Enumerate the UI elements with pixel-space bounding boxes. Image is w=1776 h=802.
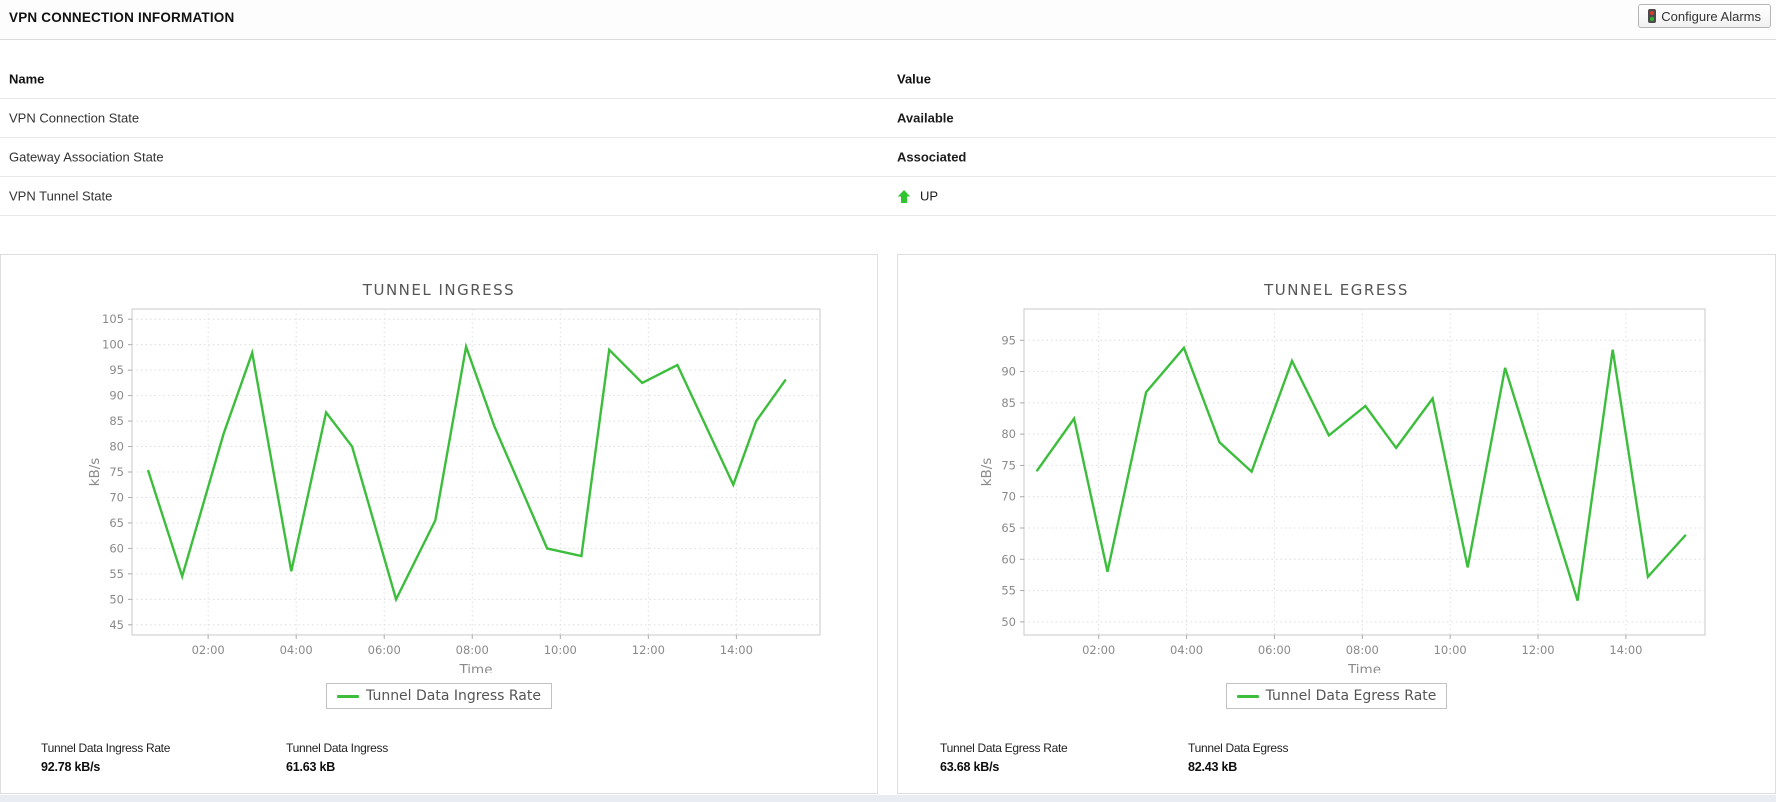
traffic-light-red-dot [1650,11,1655,15]
ingress-legend-swatch [337,694,360,698]
ingress-chart-canvas: 45 50 55 60 65 70 75 80 85 90 95 100 105 02:00 04:00 06… [87,308,821,673]
ingress-legend: Tunnel Data Ingress Rate [1,683,877,709]
svg-text:kB/s: kB/s [979,458,995,487]
svg-text:100: 100 [102,338,124,352]
svg-text:10:00: 10:00 [544,643,577,657]
table-row-gateway-association: Gateway Association State Associated [0,138,1776,177]
stat-ingress-rate: Tunnel Data Ingress Rate 92.78 kB/s [41,741,170,774]
traffic-light-icon [1648,9,1657,23]
tunnel-state-value: UP [897,189,938,204]
stat-label: Tunnel Data Egress Rate [940,741,1068,755]
svg-text:105: 105 [102,312,124,326]
svg-text:55: 55 [109,567,124,581]
row-name: Gateway Association State [9,149,164,165]
svg-text:60: 60 [109,541,124,555]
egress-chart-title: TUNNEL EGRESS [1264,281,1409,299]
egress-legend-swatch [1236,694,1259,698]
svg-text:14:00: 14:00 [720,643,753,657]
svg-text:Time: Time [458,662,492,673]
svg-text:60: 60 [1001,552,1016,566]
svg-text:95: 95 [1001,333,1016,347]
stat-value: 92.78 kB/s [41,760,101,774]
stat-label: Tunnel Data Egress [1188,741,1289,755]
page-title: VPN CONNECTION INFORMATION [9,10,235,25]
table-row-connection-state: VPN Connection State Available [0,99,1776,138]
svg-text:06:00: 06:00 [368,643,401,657]
svg-text:80: 80 [1001,427,1016,441]
stat-egress-rate: Tunnel Data Egress Rate 63.68 kB/s [940,741,1068,774]
svg-text:80: 80 [109,440,124,454]
table-row-tunnel-state: VPN Tunnel State UP [0,177,1776,216]
svg-text:02:00: 02:00 [1082,643,1115,657]
svg-text:50: 50 [109,592,124,606]
egress-legend: Tunnel Data Egress Rate [898,683,1775,709]
svg-text:90: 90 [1001,365,1016,379]
stat-label: Tunnel Data Ingress Rate [41,741,171,755]
ingress-stats: Tunnel Data Ingress Rate 92.78 kB/s Tunn… [1,741,877,783]
svg-text:02:00: 02:00 [192,643,225,657]
svg-text:85: 85 [1001,396,1016,410]
charts-area: TUNNEL INGRESS 45 50 55 60 65 70 75 80 85 90 95 100… [0,254,1776,794]
ingress-legend-label: Tunnel Data Ingress Rate [366,688,541,704]
table-header-row: Name Value [0,60,1776,99]
svg-text:12:00: 12:00 [632,643,665,657]
svg-text:06:00: 06:00 [1258,643,1291,657]
stat-ingress-total: Tunnel Data Ingress 61.63 kB [286,741,388,774]
svg-text:12:00: 12:00 [1521,643,1554,657]
tunnel-egress-panel: TUNNEL EGRESS 50 55 60 65 70 75 80 85 90 95 02:00 0… [897,254,1776,794]
svg-text:75: 75 [1001,458,1016,472]
column-header-name: Name [9,71,45,87]
row-value: Available [897,110,954,126]
svg-text:14:00: 14:00 [1609,643,1642,657]
row-name: VPN Tunnel State [9,188,113,204]
tunnel-ingress-panel: TUNNEL INGRESS 45 50 55 60 65 70 75 80 85 90 95 100… [0,254,878,794]
svg-text:65: 65 [109,516,124,530]
svg-text:85: 85 [109,414,124,428]
vpn-info-table: Name Value VPN Connection State Availabl… [0,60,1776,216]
svg-text:65: 65 [1001,521,1016,535]
traffic-light-green-dot [1650,17,1655,21]
tunnel-state-text: UP [920,188,939,204]
svg-text:04:00: 04:00 [1170,643,1203,657]
svg-text:70: 70 [109,490,124,504]
egress-chart-canvas: 50 55 60 65 70 75 80 85 90 95 02:00 04:00 06:00 08:00… [979,308,1706,673]
svg-text:55: 55 [1001,584,1016,598]
svg-text:kB/s: kB/s [87,458,103,487]
svg-text:45: 45 [109,618,124,632]
configure-alarms-button[interactable]: Configure Alarms [1638,4,1771,28]
bottom-scroll-strip [0,795,1776,802]
row-value: Associated [897,149,967,165]
stat-value: 63.68 kB/s [940,760,1000,774]
svg-text:04:00: 04:00 [280,643,313,657]
svg-text:08:00: 08:00 [456,643,489,657]
stat-value: 61.63 kB [286,760,336,774]
stat-egress-total: Tunnel Data Egress 82.43 kB [1188,741,1289,774]
svg-text:Time: Time [1347,662,1381,673]
stat-label: Tunnel Data Ingress [286,741,388,755]
egress-legend-label: Tunnel Data Egress Rate [1265,688,1437,704]
egress-legend-box[interactable]: Tunnel Data Egress Rate [1225,683,1448,709]
svg-text:08:00: 08:00 [1346,643,1379,657]
column-header-value: Value [897,71,931,87]
egress-stats: Tunnel Data Egress Rate 63.68 kB/s Tunne… [898,741,1775,783]
ingress-chart-title: TUNNEL INGRESS [362,281,516,299]
header-bar: VPN CONNECTION INFORMATION Configure Ala… [0,0,1776,40]
svg-text:50: 50 [1001,615,1016,629]
ingress-legend-box[interactable]: Tunnel Data Ingress Rate [326,683,552,709]
up-arrow-icon [897,189,911,203]
svg-text:70: 70 [1001,490,1016,504]
svg-text:90: 90 [109,389,124,403]
svg-text:10:00: 10:00 [1434,643,1467,657]
svg-text:95: 95 [109,363,124,377]
row-name: VPN Connection State [9,110,140,126]
stat-value: 82.43 kB [1188,760,1238,774]
configure-alarms-label: Configure Alarms [1661,8,1761,24]
svg-text:75: 75 [109,465,124,479]
